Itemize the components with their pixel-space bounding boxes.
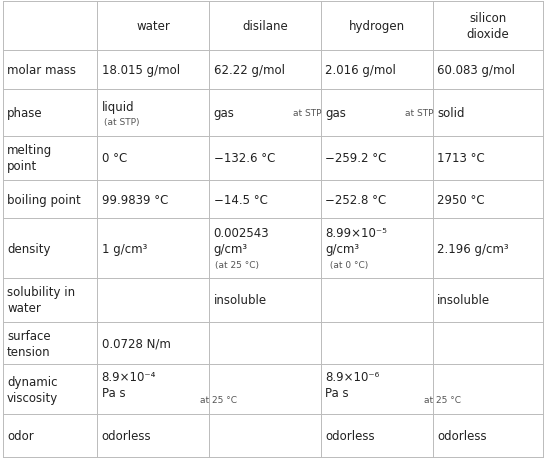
Text: gas: gas [325,106,346,119]
Text: 99.9839 °C: 99.9839 °C [102,193,168,206]
Text: gas: gas [213,106,234,119]
Text: −259.2 °C: −259.2 °C [325,152,387,165]
Text: −252.8 °C: −252.8 °C [325,193,387,206]
Text: odorless: odorless [102,429,151,442]
Text: at STP: at STP [293,108,322,118]
Text: 8.9×10⁻⁴
Pa s: 8.9×10⁻⁴ Pa s [102,370,156,399]
Text: −14.5 °C: −14.5 °C [213,193,268,206]
Text: 18.015 g/mol: 18.015 g/mol [102,64,180,77]
Text: 8.99×10⁻⁵
g/cm³: 8.99×10⁻⁵ g/cm³ [325,226,387,255]
Text: 0 °C: 0 °C [102,152,127,165]
Text: hydrogen: hydrogen [349,20,405,33]
Text: silicon
dioxide: silicon dioxide [467,12,509,41]
Text: 2.196 g/cm³: 2.196 g/cm³ [437,242,509,255]
Text: (at 25 °C): (at 25 °C) [215,261,259,270]
Text: phase: phase [7,106,43,119]
Text: odorless: odorless [437,429,487,442]
Text: water: water [136,20,170,33]
Text: boiling point: boiling point [7,193,81,206]
Text: disilane: disilane [242,20,288,33]
Text: 62.22 g/mol: 62.22 g/mol [213,64,284,77]
Text: at STP: at STP [405,108,434,118]
Text: molar mass: molar mass [7,64,76,77]
Text: 0.002543
g/cm³: 0.002543 g/cm³ [213,226,269,255]
Text: −132.6 °C: −132.6 °C [213,152,275,165]
Text: odorless: odorless [325,429,375,442]
Text: 60.083 g/mol: 60.083 g/mol [437,64,515,77]
Text: 8.9×10⁻⁶
Pa s: 8.9×10⁻⁶ Pa s [325,370,379,399]
Text: solid: solid [437,106,465,119]
Text: at 25 °C: at 25 °C [200,396,238,404]
Text: liquid: liquid [102,101,134,113]
Text: 2950 °C: 2950 °C [437,193,485,206]
Text: insoluble: insoluble [437,294,490,307]
Text: solubility in
water: solubility in water [7,286,75,315]
Text: 2.016 g/mol: 2.016 g/mol [325,64,396,77]
Text: at 25 °C: at 25 °C [424,396,461,404]
Text: (at 0 °C): (at 0 °C) [327,261,368,270]
Text: surface
tension: surface tension [7,329,51,358]
Text: 1 g/cm³: 1 g/cm³ [102,242,147,255]
Text: density: density [7,242,51,255]
Text: 1713 °C: 1713 °C [437,152,485,165]
Text: insoluble: insoluble [213,294,266,307]
Text: 0.0728 N/m: 0.0728 N/m [102,337,170,350]
Text: odor: odor [7,429,34,442]
Text: (at STP): (at STP) [104,118,140,127]
Text: dynamic
viscosity: dynamic viscosity [7,375,58,403]
Text: melting
point: melting point [7,144,52,173]
